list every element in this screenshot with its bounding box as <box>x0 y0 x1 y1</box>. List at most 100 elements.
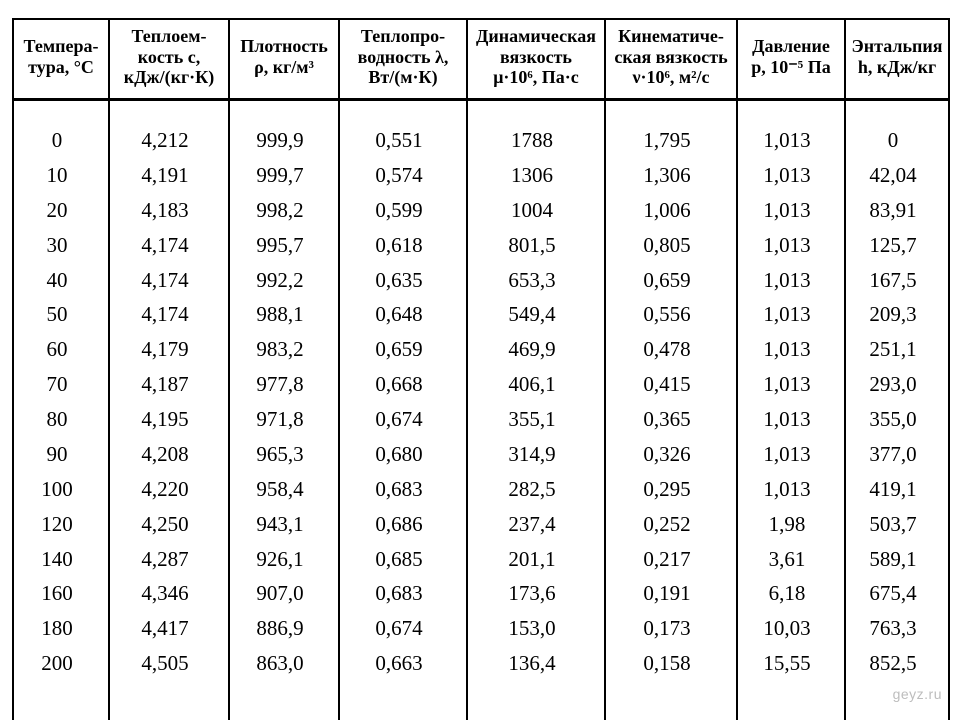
table-spacer-row <box>13 100 949 124</box>
table-cell: 971,8 <box>229 402 339 437</box>
table-cell: 1,013 <box>737 402 845 437</box>
table-row: 504,174988,10,648549,40,5561,013209,3 <box>13 297 949 332</box>
table-cell: 0,191 <box>605 576 737 611</box>
table-cell: 0 <box>845 123 949 158</box>
table-cell: 173,6 <box>467 576 605 611</box>
table-tail-row <box>13 681 949 720</box>
table-cell: 4,191 <box>109 158 229 193</box>
table-row: 104,191999,70,57413061,3061,01342,04 <box>13 158 949 193</box>
table-row: 1204,250943,10,686237,40,2521,98503,7 <box>13 507 949 542</box>
table-cell: 1,306 <box>605 158 737 193</box>
table-cell: 977,8 <box>229 367 339 402</box>
table-cell: 0,674 <box>339 402 467 437</box>
table-cell: 293,0 <box>845 367 949 402</box>
table-cell: 999,9 <box>229 123 339 158</box>
table-cell: 4,250 <box>109 507 229 542</box>
table-cell: 1,013 <box>737 158 845 193</box>
table-cell: 1788 <box>467 123 605 158</box>
table-cell: 20 <box>13 193 109 228</box>
table-row: 04,212999,90,55117881,7951,0130 <box>13 123 949 158</box>
col-header-p: Давлениеp, 10⁻⁵ Па <box>737 19 845 100</box>
col-header-lambda: Теплопро-водность λ,Вт/(м·К) <box>339 19 467 100</box>
table-cell: 926,1 <box>229 542 339 577</box>
table-cell: 0,648 <box>339 297 467 332</box>
col-header-mu: Динамическаявязкостьμ·10⁶, Па·с <box>467 19 605 100</box>
table-cell: 0,683 <box>339 576 467 611</box>
table-cell: 0,217 <box>605 542 737 577</box>
table-cell: 50 <box>13 297 109 332</box>
table-cell: 10 <box>13 158 109 193</box>
table-cell: 4,212 <box>109 123 229 158</box>
table-cell: 0,680 <box>339 437 467 472</box>
table-cell: 1,013 <box>737 472 845 507</box>
table-cell: 0,659 <box>605 263 737 298</box>
table-row: 1604,346907,00,683173,60,1916,18675,4 <box>13 576 949 611</box>
table-cell: 886,9 <box>229 611 339 646</box>
table-cell: 4,187 <box>109 367 229 402</box>
table-cell: 983,2 <box>229 332 339 367</box>
table-cell: 852,5 <box>845 646 949 681</box>
properties-table: Темпера-тура, °C Теплоем-кость c,кДж/(кг… <box>12 18 950 720</box>
table-cell: 992,2 <box>229 263 339 298</box>
table-cell: 377,0 <box>845 437 949 472</box>
table-cell: 4,417 <box>109 611 229 646</box>
table-cell: 0,618 <box>339 228 467 263</box>
table-cell: 907,0 <box>229 576 339 611</box>
table-cell: 314,9 <box>467 437 605 472</box>
table-cell: 42,04 <box>845 158 949 193</box>
table-cell: 200 <box>13 646 109 681</box>
table-cell: 1,013 <box>737 332 845 367</box>
table-cell: 419,1 <box>845 472 949 507</box>
table-row: 1404,287926,10,685201,10,2173,61589,1 <box>13 542 949 577</box>
col-header-temp: Темпера-тура, °C <box>13 19 109 100</box>
table-cell: 4,179 <box>109 332 229 367</box>
table-row: 404,174992,20,635653,30,6591,013167,5 <box>13 263 949 298</box>
table-cell: 1,795 <box>605 123 737 158</box>
table-cell: 1,013 <box>737 123 845 158</box>
table-cell: 1004 <box>467 193 605 228</box>
table-cell: 0,173 <box>605 611 737 646</box>
table-cell: 237,4 <box>467 507 605 542</box>
table-cell: 0,252 <box>605 507 737 542</box>
table-cell: 0,326 <box>605 437 737 472</box>
table-cell: 15,55 <box>737 646 845 681</box>
table-cell: 0,574 <box>339 158 467 193</box>
table-cell: 4,505 <box>109 646 229 681</box>
table-cell: 0,635 <box>339 263 467 298</box>
table-cell: 40 <box>13 263 109 298</box>
table-cell: 503,7 <box>845 507 949 542</box>
table-cell: 1,013 <box>737 297 845 332</box>
table-cell: 0,686 <box>339 507 467 542</box>
table-row: 804,195971,80,674355,10,3651,013355,0 <box>13 402 949 437</box>
table-cell: 355,1 <box>467 402 605 437</box>
table-cell: 1,013 <box>737 228 845 263</box>
table-cell: 80 <box>13 402 109 437</box>
table-cell: 120 <box>13 507 109 542</box>
table-cell: 1306 <box>467 158 605 193</box>
table-row: 904,208965,30,680314,90,3261,013377,0 <box>13 437 949 472</box>
table-cell: 863,0 <box>229 646 339 681</box>
table-cell: 958,4 <box>229 472 339 507</box>
col-header-rho: Плотностьρ, кг/м³ <box>229 19 339 100</box>
table-cell: 1,013 <box>737 367 845 402</box>
table-cell: 209,3 <box>845 297 949 332</box>
table-row: 1004,220958,40,683282,50,2951,013419,1 <box>13 472 949 507</box>
table-cell: 0,478 <box>605 332 737 367</box>
watermark-text: geyz.ru <box>893 686 942 702</box>
table-cell: 998,2 <box>229 193 339 228</box>
table-cell: 0 <box>13 123 109 158</box>
table-cell: 943,1 <box>229 507 339 542</box>
table-cell: 0,415 <box>605 367 737 402</box>
table-cell: 1,006 <box>605 193 737 228</box>
table-cell: 10,03 <box>737 611 845 646</box>
table-cell: 4,174 <box>109 297 229 332</box>
table-cell: 4,287 <box>109 542 229 577</box>
table-cell: 469,9 <box>467 332 605 367</box>
table-cell: 4,346 <box>109 576 229 611</box>
table-cell: 140 <box>13 542 109 577</box>
table-cell: 83,91 <box>845 193 949 228</box>
table-cell: 125,7 <box>845 228 949 263</box>
table-cell: 0,683 <box>339 472 467 507</box>
table-cell: 167,5 <box>845 263 949 298</box>
table-cell: 965,3 <box>229 437 339 472</box>
